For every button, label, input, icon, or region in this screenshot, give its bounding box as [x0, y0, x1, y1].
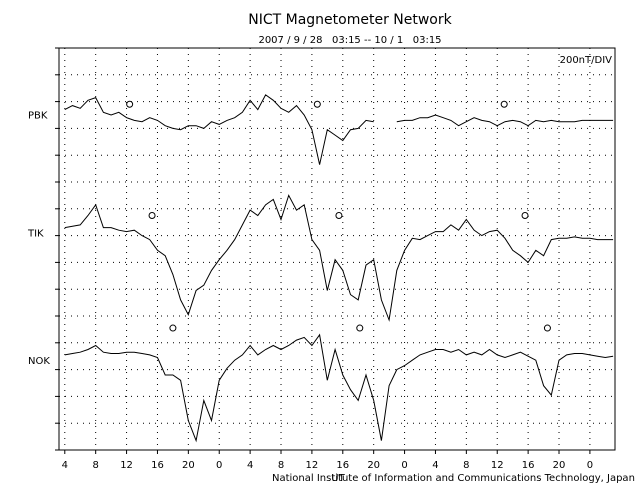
local-time-marker	[169, 324, 177, 332]
x-tick-label: 20	[367, 460, 380, 471]
station-trace	[64, 333, 614, 443]
x-tick-label: 8	[92, 460, 98, 471]
x-tick-label: 8	[463, 460, 469, 471]
chart-subtitle: 2007 / 9 / 28 03:15 -- 10 / 1 03:15	[258, 35, 441, 46]
x-tick-label: 4	[247, 460, 253, 471]
x-tick-label: 16	[336, 460, 349, 471]
x-tick-label: 12	[120, 460, 133, 471]
station-label: NOK	[28, 356, 50, 367]
chart-title: NICT Magnetometer Network	[248, 12, 452, 28]
station-trace	[64, 94, 614, 165]
local-time-marker	[335, 212, 343, 219]
x-tick-label: 0	[216, 460, 222, 471]
x-tick-label: 20	[553, 460, 566, 471]
x-tick-label: 8	[278, 460, 284, 471]
x-tick-label: 0	[587, 460, 593, 471]
x-tick-label: 12	[306, 460, 319, 471]
station-trace	[64, 194, 614, 322]
local-time-marker	[543, 324, 551, 332]
x-axis-label: UT	[331, 473, 345, 484]
x-tick-label: 12	[491, 460, 504, 471]
x-tick-label: 16	[522, 460, 535, 471]
local-time-marker	[356, 324, 364, 332]
station-label: TIK	[27, 229, 44, 240]
local-time-marker	[126, 100, 134, 108]
local-time-marker	[148, 212, 156, 219]
credit: National Institute of Information and Co…	[272, 473, 635, 484]
x-tick-label: 4	[62, 460, 68, 471]
x-tick-label: 16	[151, 460, 164, 471]
x-tick-label: 0	[401, 460, 407, 471]
scale-label: 200nT/DIV	[560, 55, 613, 66]
plot-frame	[58, 47, 616, 451]
x-tick-label: 20	[182, 460, 195, 471]
local-time-marker	[313, 100, 321, 108]
local-time-marker	[521, 212, 529, 219]
x-tick-label: 4	[432, 460, 438, 471]
local-time-marker	[500, 100, 508, 108]
station-label: PBK	[28, 111, 48, 122]
